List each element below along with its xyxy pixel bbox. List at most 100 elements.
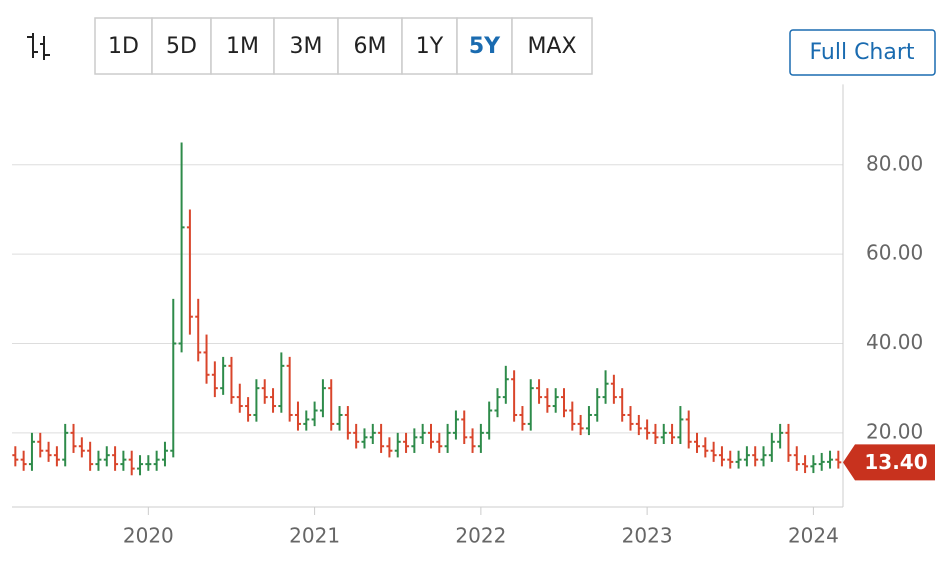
ohlc-bar (544, 388, 551, 413)
ohlc-bar (718, 446, 725, 467)
ohlc-bar (344, 406, 351, 440)
ohlc-bar (245, 397, 252, 422)
ohlc-bar (261, 379, 268, 404)
ohlc-bar (427, 423, 434, 449)
ohlc-bar (477, 423, 484, 453)
ohlc-bar (527, 379, 534, 431)
ohlc-bar (303, 410, 310, 431)
range-label[interactable]: 5D (166, 34, 197, 59)
range-label[interactable]: 6M (354, 34, 387, 59)
ohlc-bar (319, 379, 326, 418)
ohlc-bar (328, 379, 335, 431)
ohlc-bar (652, 423, 659, 445)
range-button[interactable] (511, 17, 593, 75)
full-chart-label[interactable]: Full Chart (809, 40, 914, 65)
ohlc-bar (785, 423, 792, 462)
ohlc-bar (161, 441, 168, 467)
ohlc-bar (78, 437, 85, 458)
ohlc-bar (511, 370, 518, 422)
ohlc-bar (153, 450, 160, 471)
full-chart-button[interactable] (789, 29, 936, 76)
ohlc-bar (577, 414, 584, 436)
ohlc-bar (170, 298, 177, 458)
ohlc-bar (411, 428, 418, 453)
ohlc-bar (760, 446, 767, 467)
chart-type-icon[interactable] (27, 33, 50, 60)
ohlc-bar (37, 432, 44, 458)
y-tick-label: 20.00 (866, 419, 923, 443)
range-button[interactable] (456, 17, 513, 75)
ohlc-bar (727, 450, 734, 469)
ohlc-bar (228, 356, 235, 404)
range-label[interactable]: 3M (290, 34, 323, 59)
ohlc-bar (120, 450, 127, 471)
ohlc-bar (635, 414, 642, 436)
ohlc-bar (743, 446, 750, 467)
ohlc-bar (594, 388, 601, 422)
ohlc-bar (12, 446, 19, 467)
ohlc-bar (45, 441, 52, 462)
y-tick-label: 40.00 (866, 330, 923, 354)
ohlc-bar (752, 446, 759, 467)
ohlc-bar (128, 450, 135, 476)
ohlc-bar (353, 423, 360, 449)
ohlc-bar (20, 450, 27, 471)
range-label[interactable]: 5Y (469, 34, 501, 59)
ohlc-bar (702, 437, 709, 458)
ohlc-bar (369, 423, 376, 445)
range-button[interactable] (337, 17, 403, 75)
range-button[interactable] (273, 17, 339, 75)
ohlc-bar (494, 388, 501, 418)
range-label[interactable]: 1D (108, 34, 139, 59)
ohlc-bar (361, 428, 368, 449)
ohlc-bar (802, 455, 809, 474)
x-tick-label: 2020 (123, 524, 174, 548)
ohlc-bar (278, 352, 285, 413)
ohlc-bar (145, 455, 152, 471)
y-tick-label: 60.00 (866, 241, 923, 265)
ohlc-bar (818, 452, 825, 471)
ohlc-bar (519, 406, 526, 431)
range-label[interactable]: 1M (226, 34, 259, 59)
range-label[interactable]: MAX (527, 34, 576, 59)
ohlc-bar (95, 450, 102, 471)
ohlc-bar (378, 423, 385, 453)
ohlc-bar (694, 432, 701, 453)
ohlc-bar (469, 428, 476, 453)
ohlc-bar (178, 142, 185, 353)
ohlc-bar (660, 423, 667, 445)
ohlc-bar (627, 406, 634, 431)
x-tick-label: 2023 (622, 524, 673, 548)
ohlc-bar (386, 437, 393, 458)
ohlc-bar (561, 388, 567, 418)
ohlc-bar (220, 356, 227, 395)
ohlc-bar (536, 379, 543, 404)
ohlc-bar (444, 423, 451, 453)
ohlc-bar (70, 423, 77, 453)
range-button[interactable] (94, 17, 153, 75)
ohlc-bar (619, 388, 626, 422)
ohlc-bar (710, 441, 717, 462)
range-label[interactable]: 1Y (416, 34, 444, 59)
range-button[interactable] (401, 17, 458, 75)
ohlc-bar (735, 450, 742, 469)
ohlc-bar (486, 401, 493, 440)
last-price-tag (843, 444, 935, 481)
ohlc-bar (137, 455, 144, 476)
range-toolbar: 1D 5D 1M 3M 6M 1Y 5Y MAX (94, 17, 593, 75)
ohlc-bar (602, 370, 609, 404)
ohlc-bar (394, 432, 401, 458)
ohlc-bar (585, 406, 592, 436)
ohlc-bar (286, 356, 293, 422)
ohlc-bar (461, 410, 468, 445)
ohlc-bar (552, 388, 559, 413)
ohlc-bar (644, 419, 651, 440)
ohlc-bar (835, 450, 842, 469)
ohlc-bar (112, 446, 119, 471)
ohlc-bar (336, 406, 343, 431)
y-tick-label: 80.00 (866, 151, 923, 175)
x-tick-label: 2022 (455, 524, 506, 548)
ohlc-bar (195, 298, 202, 362)
ohlc-bar (103, 446, 110, 467)
